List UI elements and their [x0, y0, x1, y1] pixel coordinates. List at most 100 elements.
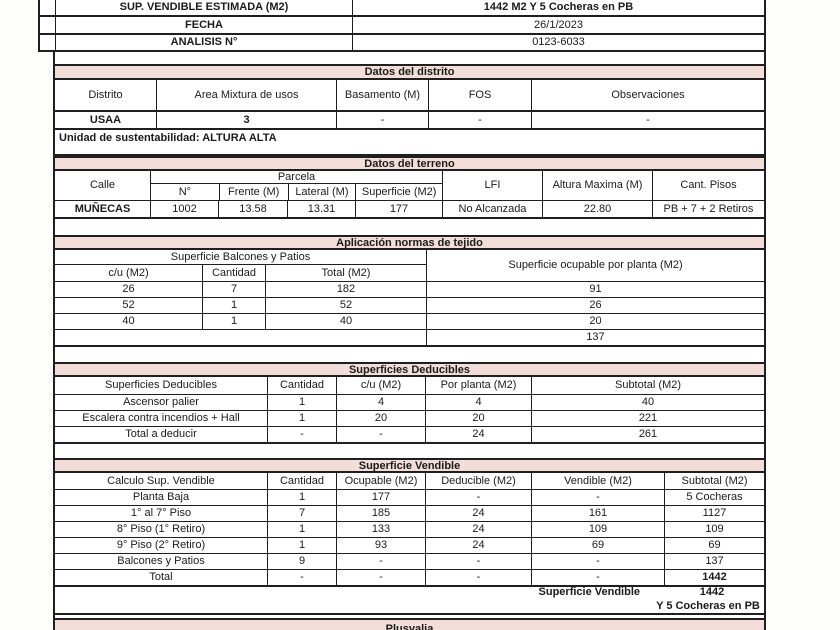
header-group-balcones: Superficie Balcones y Patios c/u (M2) Ca…: [55, 250, 426, 281]
table-row: 1° al 7° Piso 7 185 24 161 1127: [55, 505, 764, 521]
data-cell: 9° Piso (2° Retiro): [116, 539, 206, 552]
group-header-cell: Superficie Balcones y Patios: [55, 250, 426, 265]
header-cell: Subtotal (M2): [664, 473, 764, 489]
data-cell: -: [336, 554, 425, 569]
header-cell: c/u (M2): [336, 377, 425, 394]
data-cell: 1° al 7° Piso: [130, 507, 192, 520]
data-cell: -: [336, 427, 425, 442]
header-cell: Cantidad: [202, 265, 265, 281]
header-cell: FOS: [428, 80, 531, 110]
spacer-row: [55, 615, 764, 618]
table-row: 9° Piso (2° Retiro) 1 93 24 69 69: [55, 537, 764, 553]
data-cell: 24: [425, 506, 531, 521]
header-cell: Basamento (M): [336, 80, 428, 110]
header-cell: Altura Maxima (M): [542, 171, 652, 200]
data-cell: 1: [267, 522, 336, 537]
data-cell: 137: [664, 554, 764, 569]
header-cell: Deducible (M2): [425, 473, 531, 489]
header-cell: Distrito: [88, 88, 123, 101]
subheader-row: N° Frente (M) Lateral (M) Superficie (M2…: [151, 184, 442, 200]
data-cell: 9: [267, 554, 336, 569]
data-cell: -: [336, 570, 425, 585]
summary-line: Superficie Vendible 1442: [55, 586, 764, 600]
header-cell: Cant. Pisos: [652, 171, 764, 200]
header-cell: Ocupable (M2): [336, 473, 425, 489]
data-cell: Escalera contra incendios + Hall: [82, 412, 240, 425]
data-cell: 7: [202, 282, 265, 297]
data-cell: 109: [664, 522, 764, 537]
data-cell: 5 Cocheras: [664, 490, 764, 505]
header-cell: LFI: [442, 171, 542, 200]
header-cell: N°: [178, 185, 192, 198]
header-row: Calle Parcela N° Frente (M) Lateral (M) …: [55, 171, 764, 200]
spacer-row: [55, 52, 764, 64]
table-vendible: Superficie Vendible Calculo Sup. Vendibl…: [55, 458, 764, 587]
data-cell: PB + 7 + 2 Retiros: [652, 201, 764, 217]
data-cell: Total: [149, 571, 173, 584]
section-title-vendible: Superficie Vendible: [55, 460, 764, 473]
header-cell: Calculo Sup. Vendible: [107, 474, 215, 487]
header-cell: Cantidad: [267, 377, 336, 394]
data-cell: -: [267, 427, 336, 442]
data-cell: 20: [425, 411, 531, 426]
data-cell: -: [531, 490, 664, 505]
data-cell: -: [428, 112, 531, 128]
data-cell: 13.58: [218, 201, 287, 217]
section-title-plusvalia: Plusvalia: [55, 618, 764, 630]
data-cell: Balcones y Patios: [117, 555, 205, 568]
data-cell: 3: [156, 112, 336, 128]
data-cell: 1: [267, 395, 336, 410]
header-row: Distrito Area Mixtura de usos Basamento …: [55, 80, 764, 110]
table-row: Escalera contra incendios + Hall 1 20 20…: [55, 410, 764, 426]
header-cell: Superficie (M2): [355, 184, 442, 200]
header-row: Superficies Deducibles Cantidad c/u (M2)…: [55, 377, 764, 394]
table-row: USAA 3 - - -: [55, 110, 764, 128]
data-cell: 261: [531, 427, 764, 442]
data-cell: 221: [531, 411, 764, 426]
data-cell: 26: [426, 298, 764, 313]
table-row: 52 1 52 26: [55, 297, 764, 313]
field-value: 1442 M2 Y 5 Cocheras en PB: [352, 0, 764, 15]
data-cell: -: [425, 570, 531, 585]
data-cell: 137: [426, 330, 764, 345]
data-cell: 13.31: [287, 201, 355, 217]
data-cell: 24: [425, 538, 531, 553]
data-cell: 177: [355, 201, 442, 217]
header-cell: c/u (M2): [108, 266, 149, 279]
field-label: FECHA: [55, 17, 352, 33]
spacer-cell: [40, 0, 55, 15]
summary-value: 1442: [699, 586, 725, 599]
spacer-row: [55, 444, 764, 458]
spacer-cell: [40, 35, 55, 50]
vendible-summary: Superficie Vendible 1442 Y 5 Cocheras en…: [55, 586, 764, 615]
data-cell: 69: [531, 538, 664, 553]
spacer-row: [55, 347, 764, 362]
sheet-body: Datos del distrito Distrito Area Mixtura…: [53, 52, 766, 630]
data-cell: 52: [122, 299, 135, 312]
header-cell: Observaciones: [531, 80, 764, 110]
sustainability-note: Unidad de sustentabilidad: ALTURA ALTA: [55, 128, 764, 154]
data-cell: 1: [202, 314, 265, 329]
data-cell: -: [531, 570, 664, 585]
table-row: MUÑECAS 1002 13.58 13.31 177 No Alcanzad…: [55, 200, 764, 217]
data-cell: 109: [531, 522, 664, 537]
table-row: 8° Piso (1° Retiro) 1 133 24 109 109: [55, 521, 764, 537]
subheader-row: c/u (M2) Cantidad Total (M2): [55, 265, 426, 281]
data-cell: Planta Baja: [132, 491, 190, 504]
data-cell: 40: [531, 395, 764, 410]
table-tejido: Aplicación normas de tejido Superficie B…: [55, 235, 764, 347]
table-terreno: Datos del terreno Calle Parcela N° Frent…: [55, 156, 764, 219]
data-cell: 182: [265, 282, 426, 297]
table-row: 40 1 40 20: [55, 313, 764, 329]
data-cell: -: [336, 112, 428, 128]
header-cell: Subtotal (M2): [531, 377, 764, 394]
data-cell: -: [425, 490, 531, 505]
data-cell: 26: [122, 283, 135, 296]
data-cell: 185: [336, 506, 425, 521]
section-title-distrito: Datos del distrito: [55, 66, 764, 80]
data-cell: 1: [267, 538, 336, 553]
data-cell: 93: [336, 538, 425, 553]
table-row: 137: [55, 329, 764, 345]
data-cell: -: [531, 112, 764, 128]
data-cell: 22.80: [542, 201, 652, 217]
